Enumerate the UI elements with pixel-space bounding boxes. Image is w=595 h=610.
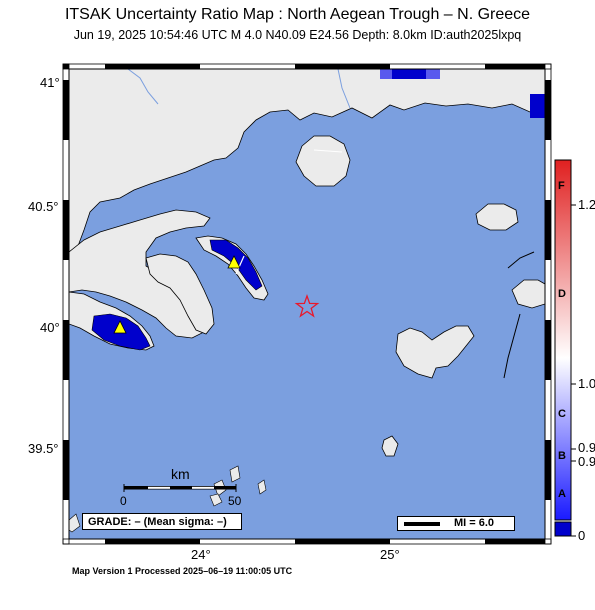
colorbar-tick-label: 1.2 xyxy=(578,197,595,212)
frame-scale-bottom xyxy=(62,538,552,545)
lon-tick-label: 25° xyxy=(380,547,400,562)
triangle-icon xyxy=(227,255,241,269)
distance-scale-bar xyxy=(123,484,237,492)
map-title: ITSAK Uncertainty Ratio Map : North Aege… xyxy=(64,6,531,23)
colorbar-tick-label: 0.9 xyxy=(578,440,595,455)
fault-line xyxy=(507,251,535,269)
samothraki-island xyxy=(475,203,519,231)
river-line xyxy=(127,69,159,105)
lat-tick-label: 40.5° xyxy=(28,199,59,214)
lat-tick-label: 39.5° xyxy=(28,441,59,456)
mi-label: MI = 6.0 xyxy=(454,517,495,529)
colorbar-letter: C xyxy=(558,408,566,420)
colorbar-letter: A xyxy=(558,488,566,500)
colorbar-tick-label: 1.0 xyxy=(578,376,595,391)
frame-scale-top xyxy=(62,63,552,70)
scale-max-label: 50 xyxy=(228,494,242,508)
road-line xyxy=(235,255,245,275)
star-icon xyxy=(294,294,320,318)
event-info: Jun 19, 2025 10:54:46 UTC M 4.0 N40.09 E… xyxy=(73,28,522,42)
lat-tick-label: 40° xyxy=(40,320,60,335)
colorbar-tick-label: 0.9 xyxy=(578,454,595,469)
triangle-icon xyxy=(113,320,127,334)
scale-min-label: 0 xyxy=(120,494,127,508)
islet xyxy=(229,465,241,483)
islet xyxy=(257,479,267,495)
ratio-cell xyxy=(380,69,392,79)
frame-scale-right xyxy=(544,63,552,545)
ratio-cell xyxy=(392,69,426,79)
thassos-island xyxy=(295,135,351,187)
ratio-cell xyxy=(426,69,440,79)
sithonia-peninsula xyxy=(145,253,215,335)
scale-unit-label: km xyxy=(171,466,190,482)
colorbar xyxy=(554,159,576,537)
frame-scale-left xyxy=(62,63,70,545)
colorbar-letter: D xyxy=(558,288,566,300)
islet xyxy=(69,513,81,533)
lat-tick-label: 41° xyxy=(40,75,60,90)
colorbar-letter: B xyxy=(558,450,566,462)
ratio-cell xyxy=(530,94,545,118)
lon-tick-label: 24° xyxy=(191,547,211,562)
mi-legend: MI = 6.0 xyxy=(397,516,515,531)
lemnos-island xyxy=(395,325,475,379)
mainland-north xyxy=(69,69,545,253)
colorbar-letter: F xyxy=(558,180,565,192)
fault-line xyxy=(503,313,521,379)
islet xyxy=(209,493,223,507)
grade-box: GRADE: – (Mean sigma: –) xyxy=(82,513,242,530)
mi-line-sample xyxy=(404,522,440,526)
colorbar-tick-label: 0 xyxy=(578,528,586,543)
imbros-island xyxy=(511,279,545,309)
road-line xyxy=(313,149,343,153)
map-version-footer: Map Version 1 Processed 2025–06–19 11:00… xyxy=(72,566,293,576)
agios-efstratios-island xyxy=(381,435,399,457)
river-line xyxy=(337,69,351,109)
